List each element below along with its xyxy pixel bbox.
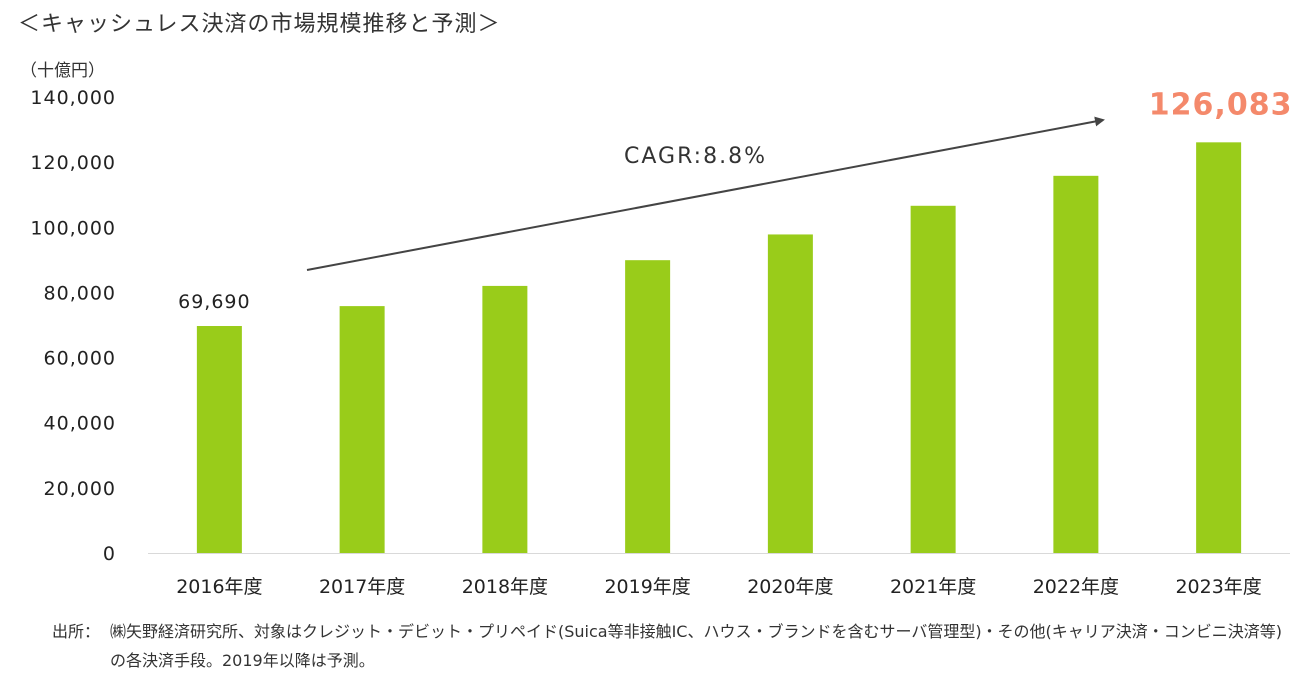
y-tick-label: 0	[103, 543, 116, 565]
y-tick-label: 100,000	[30, 217, 116, 239]
data-label: 69,690	[178, 291, 250, 313]
x-tick-label: 2021年度	[890, 576, 976, 598]
x-tick-label: 2018年度	[462, 576, 548, 598]
bars	[196, 142, 1242, 554]
bar	[482, 285, 528, 553]
bar	[1196, 142, 1242, 553]
y-axis-unit: （十億円）	[20, 61, 105, 81]
cagr-arrow	[306, 116, 1105, 271]
data-label-highlight: 126,083	[1149, 87, 1293, 122]
source-note: 出所： ㈱矢野経済研究所、対象はクレジット・デビット・プリペイド(Suica等非…	[52, 617, 1292, 675]
y-axis-ticks: 0 20,000 40,000 60,000 80,000 100,000 120,000 1…	[30, 87, 116, 565]
x-axis-ticks: 2016年度 2017年度 2018年度 2019年度 2020年度 2021年度 2022…	[176, 576, 1262, 598]
bar	[339, 306, 385, 553]
y-tick-label: 20,000	[44, 478, 116, 500]
x-tick-label: 2023年度	[1175, 576, 1261, 598]
bar-chart: 0 20,000 40,000 60,000 80,000 100,000 120,000 1…	[30, 87, 1293, 598]
source-text: ㈱矢野経済研究所、対象はクレジット・デビット・プリペイド(Suica等非接触IC…	[110, 622, 1283, 670]
y-tick-label: 60,000	[44, 348, 116, 370]
source-label: 出所：	[52, 622, 101, 641]
y-tick-label: 40,000	[44, 413, 116, 435]
y-tick-label: 120,000	[30, 152, 116, 174]
chart-title: ＜キャッシュレス決済の市場規模推移と予測＞	[18, 12, 501, 37]
bar	[910, 205, 956, 553]
y-tick-label: 140,000	[30, 87, 116, 109]
cagr-arrow-line	[306, 116, 1105, 271]
bar	[625, 260, 671, 553]
bar	[196, 326, 242, 553]
x-tick-label: 2022年度	[1033, 576, 1119, 598]
x-tick-label: 2016年度	[176, 576, 262, 598]
y-tick-label: 80,000	[44, 282, 116, 304]
bar	[1053, 175, 1099, 553]
cagr-annotation: CAGR:8.8%	[624, 144, 767, 169]
x-tick-label: 2017年度	[319, 576, 405, 598]
bar	[767, 234, 813, 554]
x-tick-label: 2020年度	[747, 576, 833, 598]
data-labels: 69,690 126,083	[178, 87, 1293, 313]
x-tick-label: 2019年度	[604, 576, 690, 598]
